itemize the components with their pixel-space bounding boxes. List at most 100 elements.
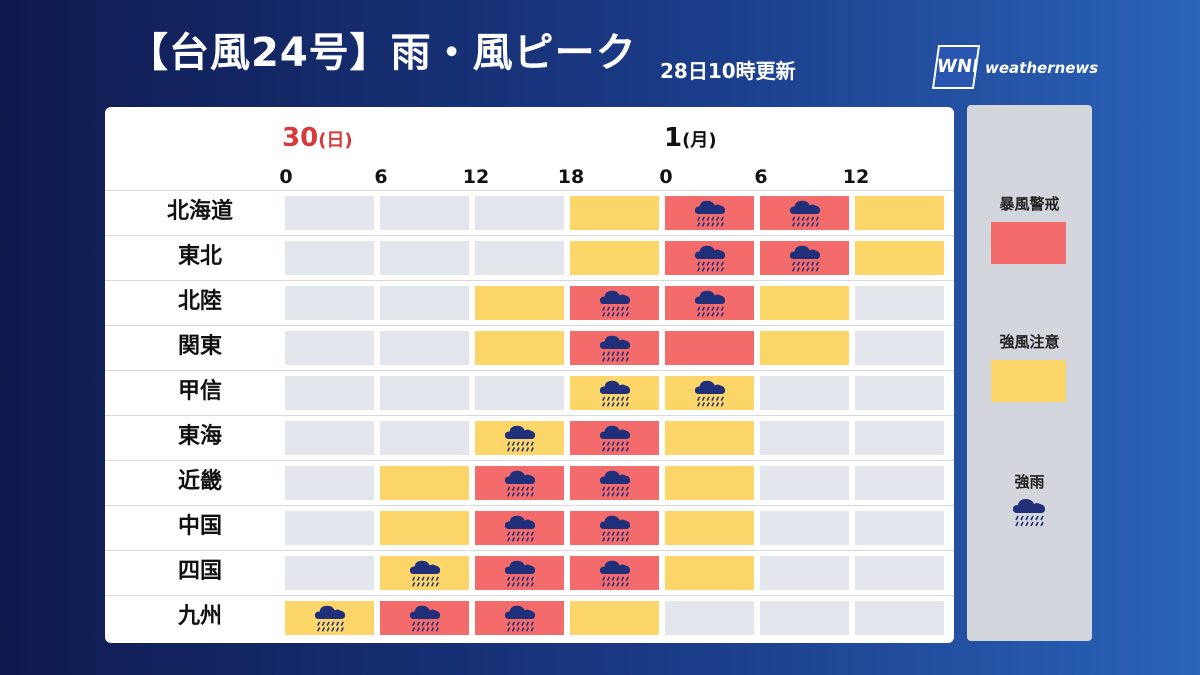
logo-text: weathernews (985, 59, 1099, 77)
heavy-rain-icon (788, 243, 822, 279)
forecast-cell (380, 241, 469, 275)
heavy-rain-icon (598, 558, 632, 594)
forecast-cell (380, 331, 469, 365)
heavy-rain-icon (598, 288, 632, 324)
row-divider (105, 325, 954, 326)
region-label: 近畿 (177, 469, 222, 494)
forecast-cell (855, 466, 944, 500)
row-divider (105, 235, 954, 236)
heavy-rain-icon (408, 558, 442, 594)
forecast-cell (570, 601, 659, 635)
heavy-rain-icon (1011, 497, 1047, 533)
forecast-cell (855, 421, 944, 455)
forecast-cell (665, 511, 754, 545)
forecast-cell (665, 196, 754, 230)
forecast-cell (475, 241, 564, 275)
hour-label: 0 (279, 166, 293, 188)
row-divider (105, 505, 954, 506)
forecast-cell (665, 241, 754, 275)
region-label: 関東 (177, 334, 222, 359)
row-divider (105, 370, 954, 371)
forecast-cell (760, 511, 849, 545)
hour-label: 18 (557, 166, 585, 188)
legend-strong-wind-label: 強風注意 (999, 333, 1060, 351)
heavy-rain-icon (598, 333, 632, 369)
forecast-cell (475, 196, 564, 230)
heavy-rain-icon (503, 558, 537, 594)
forecast-cell (570, 331, 659, 365)
forecast-cell (475, 466, 564, 500)
region-label: 中国 (177, 514, 222, 539)
forecast-cell (475, 376, 564, 410)
forecast-cell (855, 556, 944, 590)
forecast-cell (380, 286, 469, 320)
forecast-cell (285, 376, 374, 410)
forecast-cell (570, 376, 659, 410)
forecast-cell (380, 556, 469, 590)
forecast-cell (285, 286, 374, 320)
heavy-rain-icon (503, 513, 537, 549)
forecast-cell (285, 511, 374, 545)
region-label: 九州 (177, 604, 222, 629)
forecast-cell (380, 196, 469, 230)
forecast-cell (665, 376, 754, 410)
forecast-cell (760, 286, 849, 320)
forecast-cell (285, 601, 374, 635)
region-label: 東北 (177, 244, 222, 269)
forecast-cell (475, 421, 564, 455)
forecast-cell (570, 556, 659, 590)
forecast-cell (380, 511, 469, 545)
legend-storm-warning-label: 暴風警戒 (999, 195, 1060, 213)
forecast-cell (380, 376, 469, 410)
forecast-cell (760, 376, 849, 410)
forecast-cell (760, 241, 849, 275)
forecast-cell (760, 196, 849, 230)
day-weekday: (日) (318, 130, 353, 151)
legend-panel: 暴風警戒 強風注意 強雨 (967, 105, 1092, 641)
hour-label: 12 (842, 166, 870, 188)
forecast-cell (665, 286, 754, 320)
forecast-cell (380, 466, 469, 500)
forecast-cell (570, 466, 659, 500)
forecast-cell (855, 331, 944, 365)
heavy-rain-icon (598, 378, 632, 414)
logo-mark: WNI (931, 45, 980, 89)
forecast-cell (570, 511, 659, 545)
forecast-cell (855, 376, 944, 410)
forecast-cell (855, 196, 944, 230)
forecast-cell (285, 421, 374, 455)
legend-strong-wind-swatch (991, 360, 1066, 402)
heavy-rain-icon (598, 513, 632, 549)
region-label: 北陸 (177, 289, 222, 314)
forecast-cell (285, 466, 374, 500)
forecast-cell (475, 331, 564, 365)
forecast-cell (285, 241, 374, 275)
weathernews-logo: WNI weathernews (931, 45, 1099, 91)
forecast-cell (475, 511, 564, 545)
hour-label: 6 (754, 166, 768, 188)
heavy-rain-icon (503, 423, 537, 459)
forecast-cell (475, 556, 564, 590)
row-divider (105, 550, 954, 551)
forecast-cell (570, 196, 659, 230)
forecast-cell (665, 421, 754, 455)
forecast-cell (475, 601, 564, 635)
hour-label: 12 (462, 166, 490, 188)
forecast-cell (855, 286, 944, 320)
row-divider (105, 595, 954, 596)
heavy-rain-icon (313, 603, 347, 639)
day-weekday: (月) (682, 130, 717, 151)
update-time: 28日10時更新 (660, 59, 796, 83)
region-label: 東海 (177, 424, 222, 449)
forecast-cell (570, 241, 659, 275)
heavy-rain-icon (693, 378, 727, 414)
forecast-cell (285, 331, 374, 365)
heavy-rain-icon (503, 603, 537, 639)
heavy-rain-icon (598, 468, 632, 504)
legend-storm-warning-swatch (991, 222, 1066, 264)
forecast-cell (665, 556, 754, 590)
forecast-cell (380, 601, 469, 635)
forecast-cell (760, 331, 849, 365)
forecast-cell (760, 601, 849, 635)
row-divider (105, 460, 954, 461)
